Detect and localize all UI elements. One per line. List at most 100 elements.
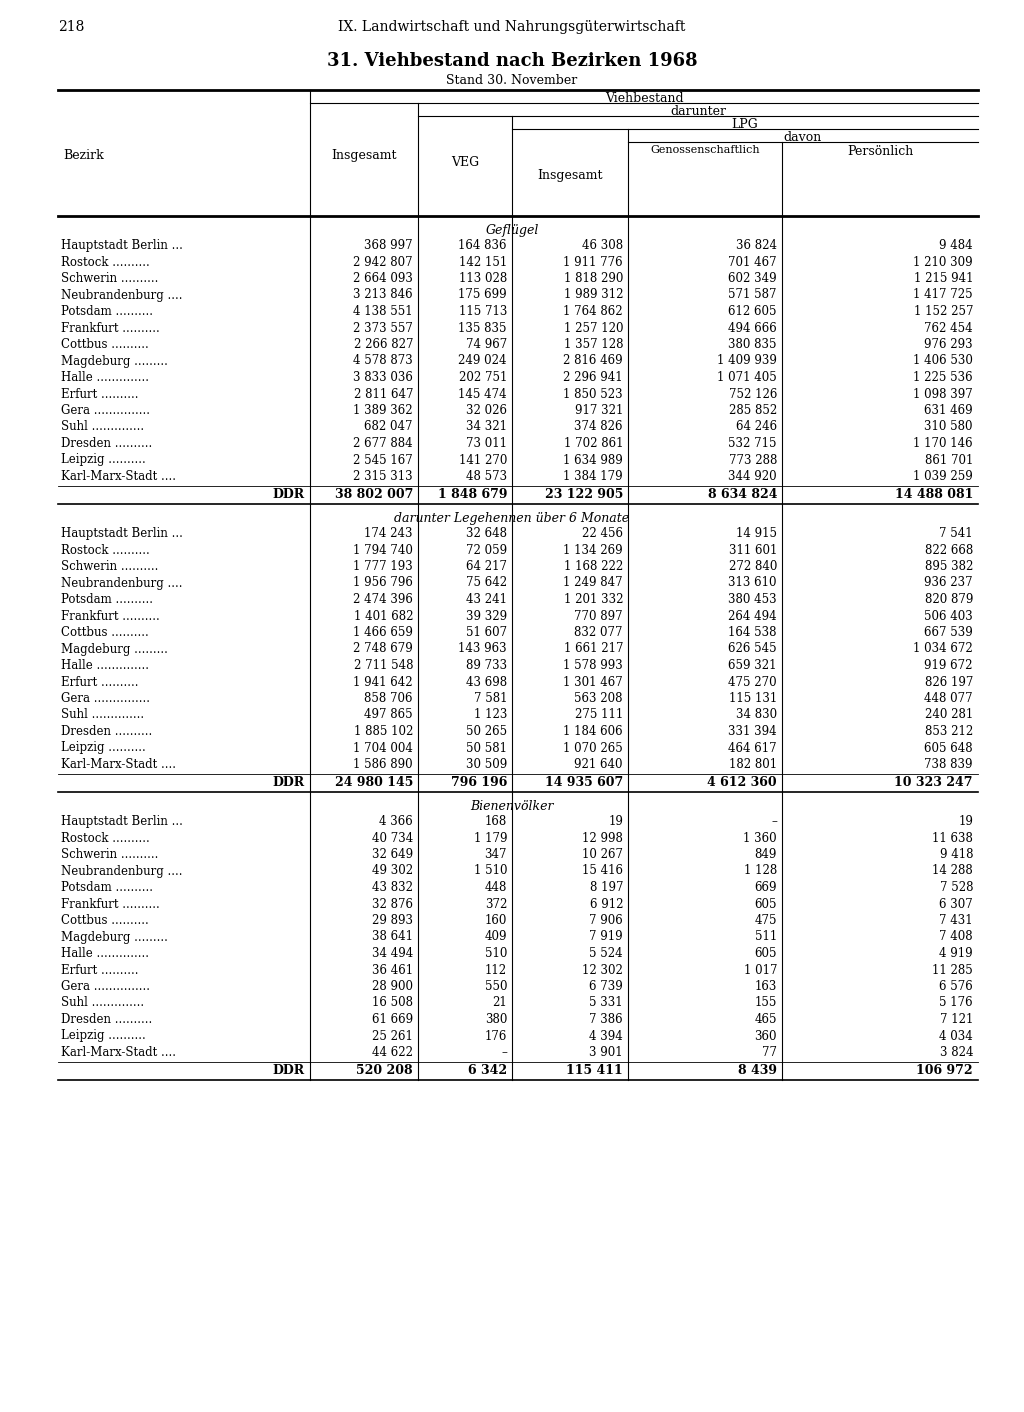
Text: 380: 380 [484,1012,507,1027]
Text: 24 980 145: 24 980 145 [335,775,413,788]
Text: 44 622: 44 622 [372,1046,413,1059]
Text: 822 668: 822 668 [925,544,973,556]
Text: 2 816 469: 2 816 469 [563,354,623,367]
Text: 2 664 093: 2 664 093 [353,273,413,285]
Text: 264 494: 264 494 [728,610,777,623]
Text: 4 394: 4 394 [589,1029,623,1042]
Text: Stand 30. November: Stand 30. November [446,73,578,88]
Text: 701 467: 701 467 [728,256,777,268]
Text: 380 835: 380 835 [728,337,777,352]
Text: Dresden ..........: Dresden .......... [61,724,153,738]
Text: 164 538: 164 538 [728,626,777,640]
Text: 1 128: 1 128 [743,864,777,877]
Text: 46 308: 46 308 [582,239,623,251]
Text: 6 912: 6 912 [590,898,623,911]
Text: 347: 347 [484,849,507,861]
Text: 849: 849 [755,849,777,861]
Text: 563 208: 563 208 [574,692,623,705]
Text: 1 384 179: 1 384 179 [563,470,623,483]
Text: 612 605: 612 605 [728,305,777,318]
Text: LPG: LPG [731,119,759,131]
Text: 51 607: 51 607 [466,626,507,640]
Text: Karl-Marx-Stadt ....: Karl-Marx-Stadt .... [61,1046,176,1059]
Text: Leipzig ..........: Leipzig .......... [61,453,145,466]
Text: 826 197: 826 197 [925,675,973,689]
Text: 1 661 217: 1 661 217 [563,642,623,655]
Text: Suhl ..............: Suhl .............. [61,997,144,1010]
Text: 532 715: 532 715 [728,436,777,450]
Text: 2 748 679: 2 748 679 [353,642,413,655]
Text: Insgesamt: Insgesamt [538,168,603,182]
Text: 919 672: 919 672 [925,659,973,672]
Text: 275 111: 275 111 [574,709,623,722]
Text: Karl-Marx-Stadt ....: Karl-Marx-Stadt .... [61,758,176,771]
Text: 465: 465 [755,1012,777,1027]
Text: Magdeburg .........: Magdeburg ......... [61,642,168,655]
Text: 6 307: 6 307 [939,898,973,911]
Text: 1 123: 1 123 [474,709,507,722]
Text: 3 213 846: 3 213 846 [353,288,413,302]
Text: 1 257 120: 1 257 120 [563,322,623,335]
Text: 164 836: 164 836 [459,239,507,251]
Text: 7 581: 7 581 [473,692,507,705]
Text: 464 617: 464 617 [728,741,777,754]
Text: 605 648: 605 648 [925,741,973,754]
Text: Rostock ..........: Rostock .......... [61,544,150,556]
Text: 10 323 247: 10 323 247 [895,775,973,788]
Text: 1 201 332: 1 201 332 [563,593,623,606]
Text: 1 848 679: 1 848 679 [437,487,507,500]
Text: Insgesamt: Insgesamt [331,150,396,162]
Text: 631 469: 631 469 [925,404,973,417]
Text: 14 488 081: 14 488 081 [895,487,973,500]
Text: 14 935 607: 14 935 607 [545,775,623,788]
Text: 113 028: 113 028 [459,273,507,285]
Text: 218: 218 [58,20,84,34]
Text: 21: 21 [493,997,507,1010]
Text: 310 580: 310 580 [925,421,973,433]
Text: 762 454: 762 454 [925,322,973,335]
Text: 75 642: 75 642 [466,576,507,589]
Text: 2 315 313: 2 315 313 [353,470,413,483]
Text: 510: 510 [484,947,507,960]
Text: 506 403: 506 403 [925,610,973,623]
Text: 115 131: 115 131 [729,692,777,705]
Text: 1 764 862: 1 764 862 [563,305,623,318]
Text: Rostock ..........: Rostock .......... [61,832,150,844]
Text: 77: 77 [762,1046,777,1059]
Text: 1 071 405: 1 071 405 [717,371,777,384]
Text: 6 576: 6 576 [939,980,973,993]
Text: 14 288: 14 288 [932,864,973,877]
Text: 475 270: 475 270 [728,675,777,689]
Text: 7 906: 7 906 [589,914,623,928]
Text: 202 751: 202 751 [459,371,507,384]
Text: Hauptstadt Berlin ...: Hauptstadt Berlin ... [61,527,183,539]
Text: 9 484: 9 484 [939,239,973,251]
Text: 175 699: 175 699 [459,288,507,302]
Text: 115 713: 115 713 [459,305,507,318]
Text: 311 601: 311 601 [729,544,777,556]
Text: Schwerin ..........: Schwerin .......... [61,849,159,861]
Text: 936 237: 936 237 [925,576,973,589]
Text: 36 461: 36 461 [372,963,413,977]
Text: 14 915: 14 915 [736,527,777,539]
Text: 1 941 642: 1 941 642 [353,675,413,689]
Text: 1 039 259: 1 039 259 [913,470,973,483]
Text: Erfurt ..........: Erfurt .......... [61,963,138,977]
Text: 2 711 548: 2 711 548 [353,659,413,672]
Text: 31. Viehbestand nach Bezirken 1968: 31. Viehbestand nach Bezirken 1968 [327,52,697,71]
Text: 8 197: 8 197 [590,881,623,894]
Text: Frankfurt ..........: Frankfurt .......... [61,322,160,335]
Text: IX. Landwirtschaft und Nahrungsgüterwirtschaft: IX. Landwirtschaft und Nahrungsgüterwirt… [338,20,686,34]
Text: 74 967: 74 967 [466,337,507,352]
Text: Cottbus ..........: Cottbus .......... [61,914,148,928]
Text: Frankfurt ..........: Frankfurt .......... [61,898,160,911]
Text: 2 942 807: 2 942 807 [353,256,413,268]
Text: 23 122 905: 23 122 905 [545,487,623,500]
Text: 1 409 939: 1 409 939 [717,354,777,367]
Text: Cottbus ..........: Cottbus .......... [61,337,148,352]
Text: 669: 669 [755,881,777,894]
Text: 32 649: 32 649 [372,849,413,861]
Text: 511: 511 [755,931,777,943]
Text: 2 811 647: 2 811 647 [353,387,413,401]
Text: 2 266 827: 2 266 827 [353,337,413,352]
